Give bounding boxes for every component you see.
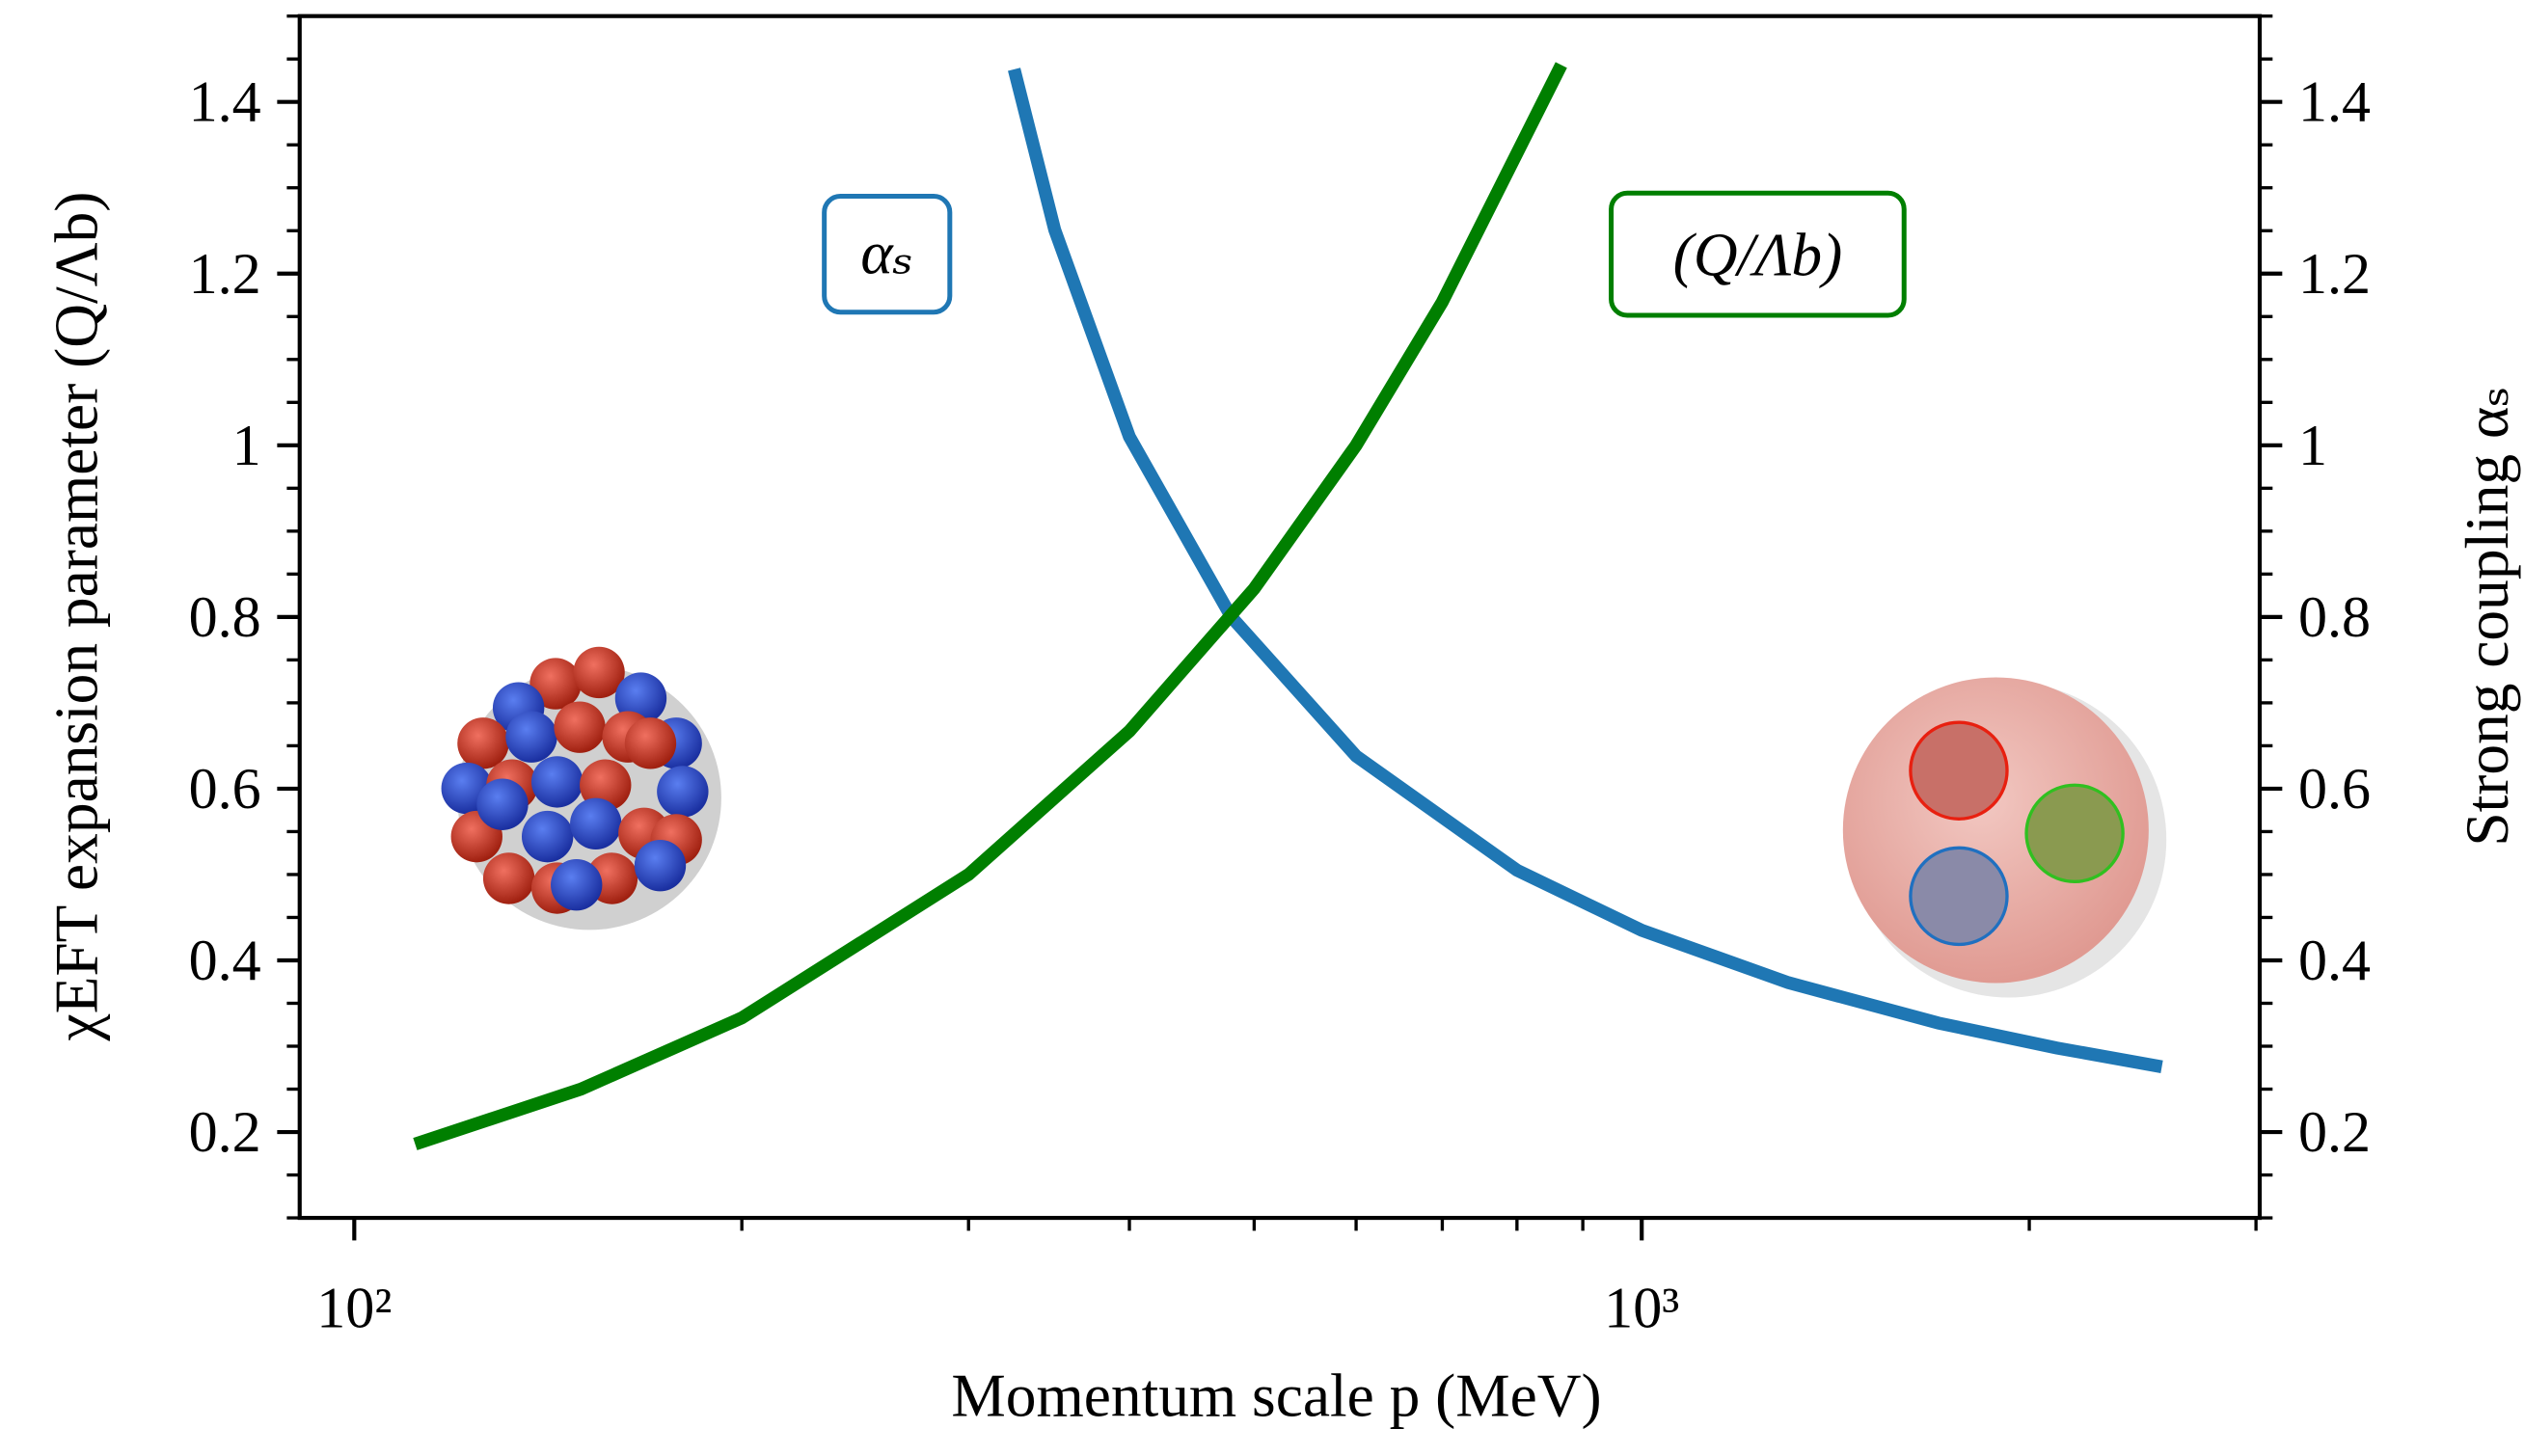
- y-tick-label: 0.4: [189, 928, 261, 992]
- y-tick-label: 0.6: [189, 756, 261, 821]
- y2-tick-label: 0.4: [2298, 928, 2371, 992]
- series-label: (Q/Λb): [1673, 221, 1843, 288]
- y2-tick-label: 0.2: [2298, 1099, 2371, 1164]
- series-line: [415, 65, 1561, 1144]
- y-tick-label: 0.8: [189, 584, 261, 649]
- y2-tick-label: 1: [2298, 413, 2327, 477]
- x-axis-label: Momentum scale p (MeV): [951, 1362, 1601, 1429]
- y-tick-label: 1: [232, 413, 261, 477]
- y2-tick-label: 1.2: [2298, 241, 2371, 306]
- y2-tick-label: 0.8: [2298, 584, 2371, 649]
- y-tick-label: 1.2: [189, 241, 261, 306]
- series-label: αₛ: [860, 220, 913, 287]
- nucleus-illustration: [442, 647, 721, 930]
- y2-tick-label: 0.6: [2298, 756, 2371, 821]
- x-tick-label: 10³: [1604, 1276, 1679, 1340]
- nucleon-illustration: [1843, 677, 2166, 997]
- y-tick-label: 1.4: [189, 69, 261, 134]
- y2-tick-label: 1.4: [2298, 69, 2371, 134]
- chart: Momentum scale p (MeV) χEFT expansion pa…: [0, 0, 2524, 1456]
- x-tick-label: 10²: [316, 1276, 392, 1340]
- y-tick-label: 0.2: [189, 1099, 261, 1164]
- y2-axis-label: Strong coupling αₛ: [2454, 386, 2521, 846]
- y-axis-label: χEFT expansion parameter (Q/Λb): [42, 192, 110, 1042]
- plot-frame: [300, 16, 2260, 1218]
